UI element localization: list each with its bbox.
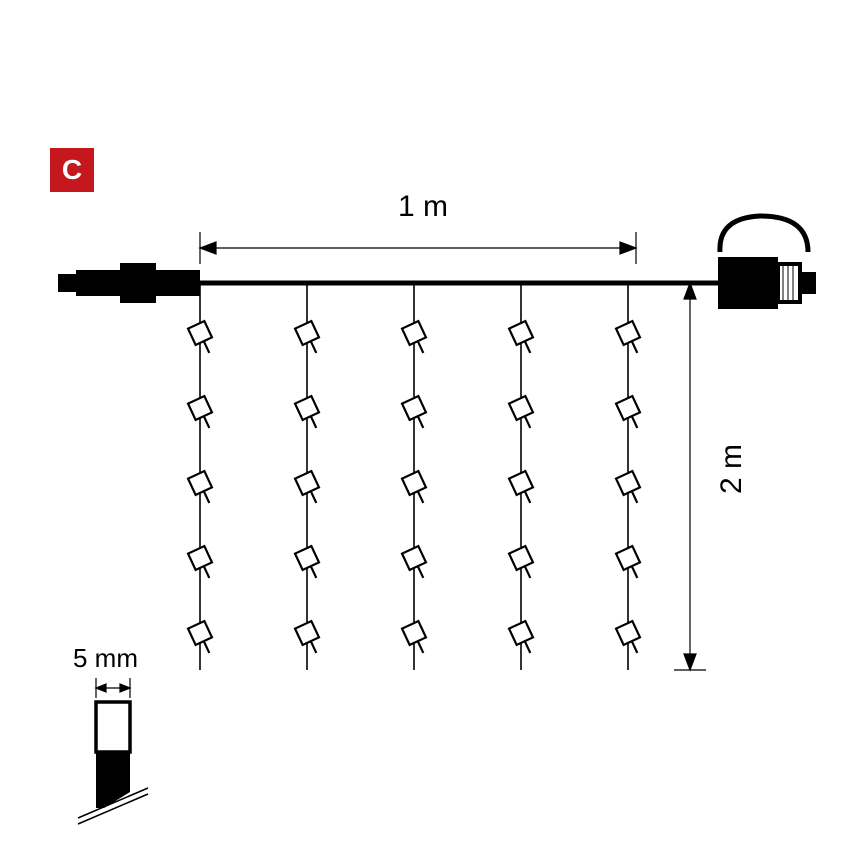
connector-left <box>58 263 200 303</box>
strand-2 <box>295 283 324 670</box>
diagram-svg <box>0 0 868 868</box>
curtain-strands <box>188 283 645 670</box>
dim-horizontal <box>200 232 636 264</box>
connector-right <box>718 216 816 309</box>
strand-1 <box>188 283 217 670</box>
strand-4 <box>509 283 538 670</box>
dim-vertical <box>674 283 706 670</box>
strand-3 <box>402 283 431 670</box>
strand-5 <box>616 283 645 670</box>
bulb-detail <box>78 678 148 824</box>
